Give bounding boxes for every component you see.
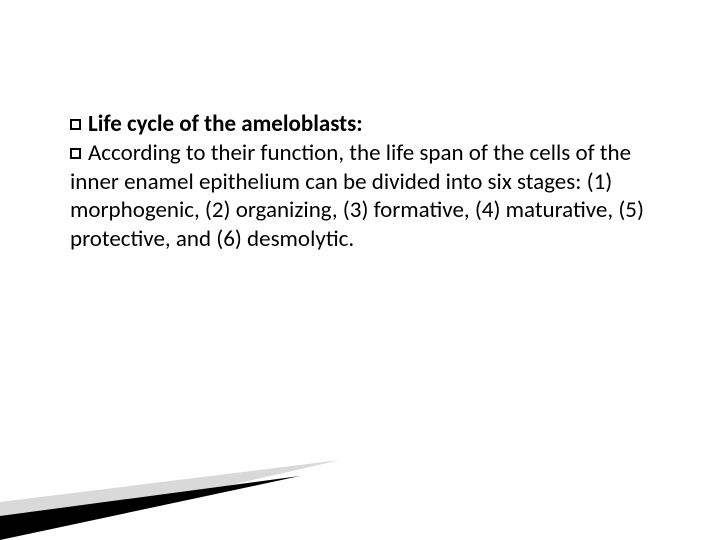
body-line: According to their function, the life sp… <box>70 139 660 254</box>
heading-lead: Life <box>88 110 122 138</box>
slide: Life cycle of the ameloblasts: According… <box>0 0 720 540</box>
accent-triangle-light <box>0 460 340 538</box>
accent-triangle-dark <box>0 476 300 540</box>
heading-rest: cycle of the ameloblasts: <box>122 110 363 138</box>
bullet-icon <box>70 148 81 159</box>
text-block: Life cycle of the ameloblasts: According… <box>70 110 660 254</box>
heading-line: Life cycle of the ameloblasts: <box>70 110 660 139</box>
body-lead: According <box>88 139 181 167</box>
bullet-icon <box>70 119 81 130</box>
corner-accent-icon <box>0 460 360 540</box>
